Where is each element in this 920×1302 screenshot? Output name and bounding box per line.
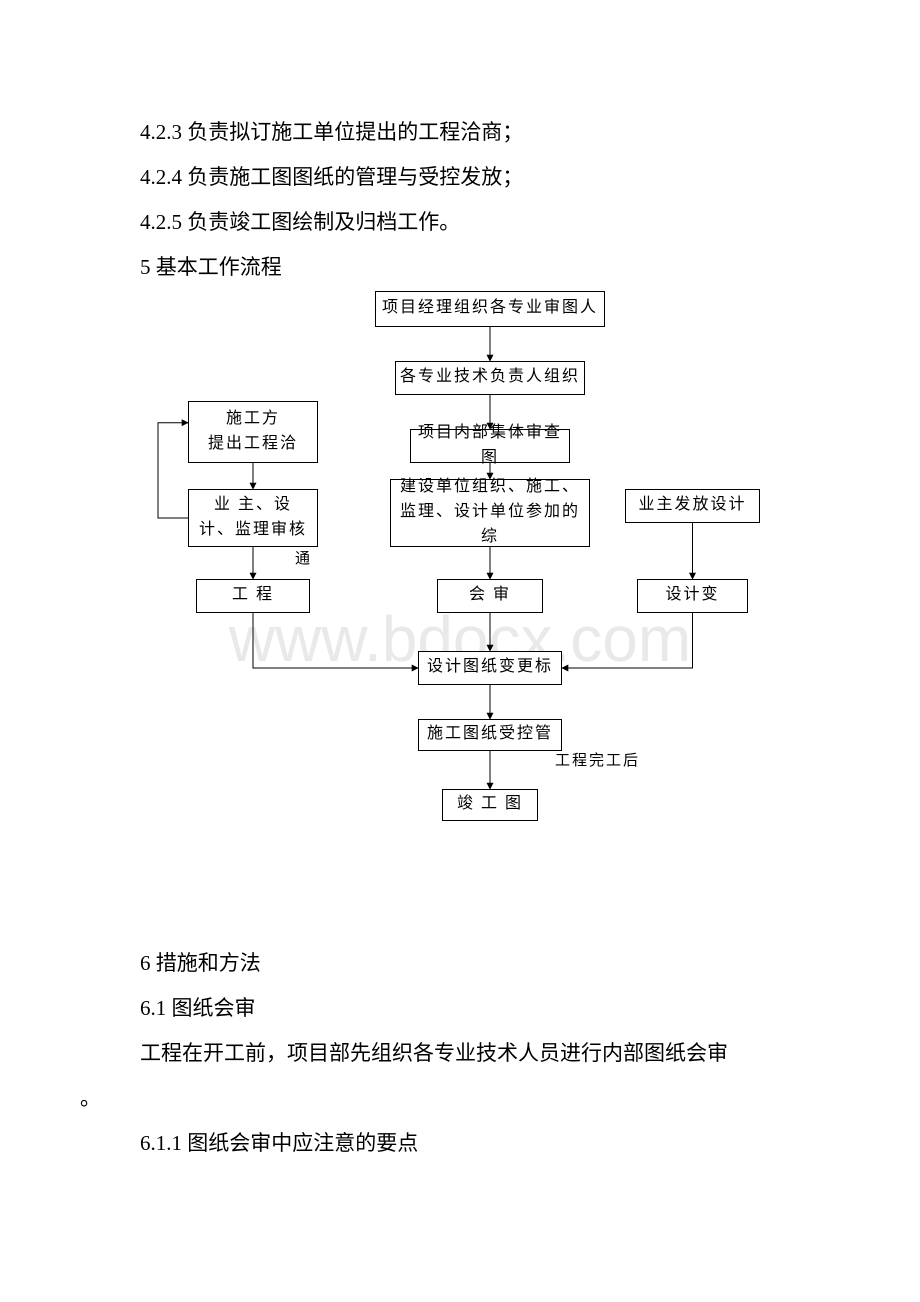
flow-node-n6: 建设单位组织、施工、监理、设计单位参加的综 <box>390 479 590 547</box>
paragraph-424: 4.2.4 负责施工图图纸的管理与受控发放； <box>140 155 830 200</box>
flow-node-n2: 各专业技术负责人组织 <box>395 361 585 395</box>
flow-node-label: 业主发放设计 <box>630 493 755 518</box>
flow-node-n9: 会 审 <box>437 579 543 613</box>
paragraph-5: 5 基本工作流程 <box>140 245 830 290</box>
flow-node-n8: 工 程 <box>196 579 310 613</box>
flow-node-n11: 设计图纸变更标 <box>418 651 562 685</box>
flow-node-label: 项目经理组织各专业审图人 <box>380 296 600 321</box>
flow-node-label: 各专业技术负责人组织 <box>400 365 580 390</box>
flow-node-label: 竣 工 图 <box>447 792 533 817</box>
flow-node-label: 会 审 <box>442 583 538 608</box>
paragraph-425: 4.2.5 负责竣工图绘制及归档工作。 <box>140 200 830 245</box>
paragraph-61b: 工程在开工前，项目部先组织各专业技术人员进行内部图纸会审 <box>140 1031 830 1076</box>
flow-node-n7: 业主发放设计 <box>625 489 760 523</box>
paragraph-6: 6 措施和方法 <box>140 941 830 986</box>
page: www.bdocx.com 4.2.3 负责拟订施工单位提出的工程洽商； 4.2… <box>0 0 920 1302</box>
paragraph-423: 4.2.3 负责拟订施工单位提出的工程洽商； <box>140 110 830 155</box>
flow-node-label: 施工方提出工程洽 <box>193 407 313 457</box>
flow-edge-label-l_done: 工程完工后 <box>555 751 640 772</box>
flow-node-n13: 竣 工 图 <box>442 789 538 821</box>
flow-node-n3: 项目内部集体审查图 <box>410 429 570 463</box>
paragraph-61c: 。 <box>80 1076 830 1121</box>
flow-node-label: 项目内部集体审查图 <box>415 421 565 471</box>
flow-edge-label-l_tong: 通 <box>295 549 312 570</box>
paragraph-61: 6.1 图纸会审 <box>140 986 830 1031</box>
flow-node-label: 设计图纸变更标 <box>423 655 557 680</box>
flow-node-label: 业 主、设计、监理审核 <box>193 493 313 543</box>
flow-node-n5: 业 主、设计、监理审核 <box>188 489 318 547</box>
top-text-block: 4.2.3 负责拟订施工单位提出的工程洽商； 4.2.4 负责施工图图纸的管理与… <box>0 0 920 291</box>
flow-node-n12: 施工图纸受控管 <box>418 719 562 751</box>
flow-node-n1: 项目经理组织各专业审图人 <box>375 291 605 327</box>
flow-node-label: 建设单位组织、施工、监理、设计单位参加的综 <box>395 475 585 549</box>
flow-node-n10: 设计变 <box>637 579 748 613</box>
bottom-text-block: 6 措施和方法 6.1 图纸会审 工程在开工前，项目部先组织各专业技术人员进行内… <box>0 891 920 1167</box>
flow-node-label: 设计变 <box>642 583 743 608</box>
flow-node-label: 工 程 <box>201 583 305 608</box>
paragraph-611: 6.1.1 图纸会审中应注意的要点 <box>140 1121 830 1166</box>
workflow-flowchart: 项目经理组织各专业审图人各专业技术负责人组织项目内部集体审查图施工方提出工程洽业… <box>140 291 780 891</box>
flow-node-n4: 施工方提出工程洽 <box>188 401 318 463</box>
flow-node-label: 施工图纸受控管 <box>423 722 557 747</box>
